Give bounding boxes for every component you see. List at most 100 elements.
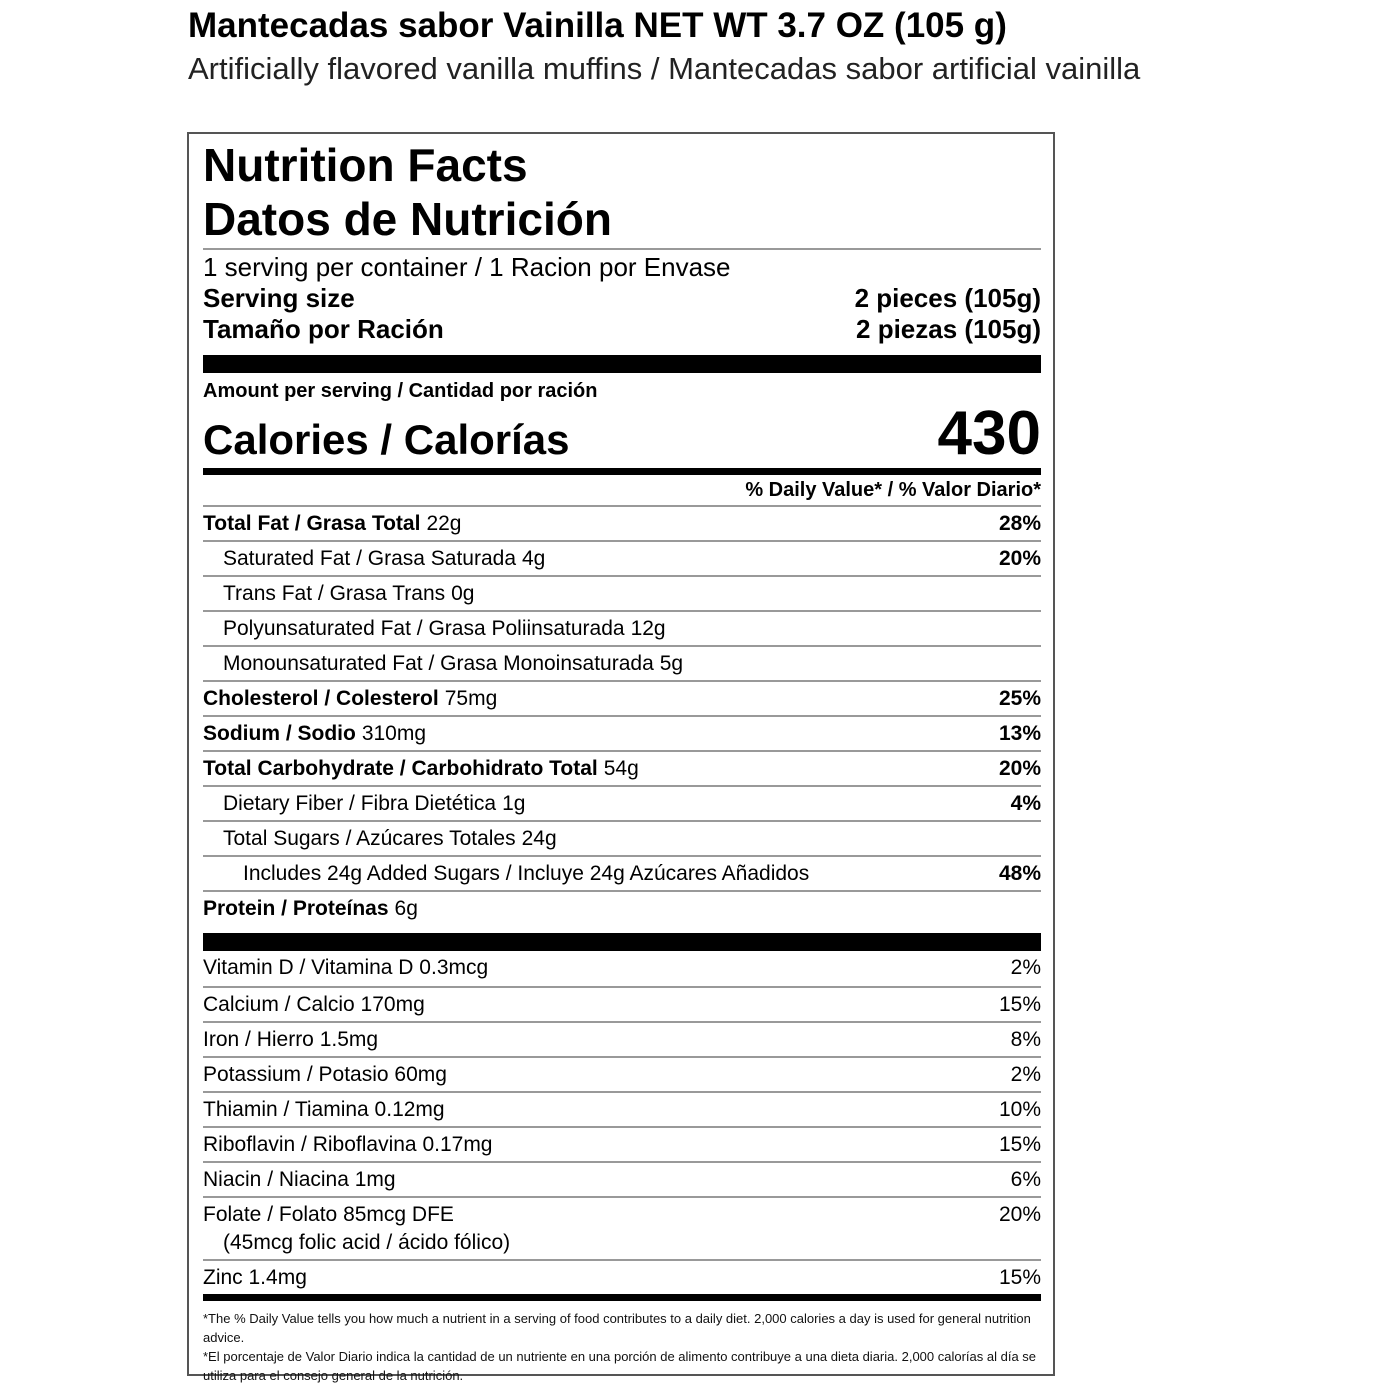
nutrient-label: Dietary Fiber / Fibra Dietética 1g — [223, 792, 525, 816]
vitamin-daily-value: 6% — [1010, 1168, 1041, 1191]
vitamin-name: Zinc 1.4mg — [203, 1266, 307, 1289]
nutrient-row: Protein / Proteínas 6g — [203, 890, 1041, 925]
vitamin-label: Niacin / Niacina 1mg — [203, 1168, 396, 1192]
nutrient-daily-value: 25% — [998, 686, 1041, 710]
nutrient-row: Sodium / Sodio 310mg 13% — [203, 715, 1041, 750]
nutrient-row: Saturated Fat / Grasa Saturada 4g 20% — [203, 540, 1041, 575]
vitamin-daily-value: 15% — [998, 1133, 1041, 1156]
nutrient-row: Cholesterol / Colesterol 75mg 25% — [203, 680, 1041, 715]
vitamin-row: Vitamin D / Vitamina D 0.3mcg 2% — [203, 951, 1041, 986]
nutrient-name: Dietary Fiber / Fibra Dietética — [223, 791, 497, 815]
vitamin-name: Riboflavin / Riboflavina 0.17mg — [203, 1133, 493, 1156]
vitamin-row: Niacin / Niacina 1mg 6% — [203, 1161, 1041, 1196]
nutrient-label: Total Sugars / Azúcares Totales 24g — [223, 827, 557, 851]
vitamin-label: Zinc 1.4mg — [203, 1266, 307, 1290]
vitamin-label: Folate / Folato 85mcg DFE (45mcg folic ac… — [203, 1203, 510, 1259]
nutrient-name: Total Fat / Grasa Total — [203, 511, 421, 535]
nutrient-name: Cholesterol / Colesterol — [203, 686, 439, 710]
vitamin-row: Folate / Folato 85mcg DFE (45mcg folic ac… — [203, 1196, 1041, 1259]
nutrient-name: Includes 24g Added Sugars / Incluye 24g … — [243, 861, 810, 885]
nutrient-daily-value: 4% — [1010, 791, 1041, 815]
nutrient-row: Monounsaturated Fat / Grasa Monoinsatura… — [203, 645, 1041, 680]
vitamin-row: Calcium / Calcio 170mg 15% — [203, 986, 1041, 1021]
nutrient-label: Saturated Fat / Grasa Saturada 4g — [223, 547, 545, 571]
vitamin-label: Riboflavin / Riboflavina 0.17mg — [203, 1133, 493, 1157]
nutrient-name: Saturated Fat / Grasa Saturada — [223, 546, 516, 570]
product-subtitle: Artificially flavored vanilla muffins / … — [188, 51, 1141, 86]
nutrient-label: Total Fat / Grasa Total 22g — [203, 512, 461, 536]
vitamin-label: Iron / Hierro 1.5mg — [203, 1028, 378, 1052]
nutrient-row: Total Carbohydrate / Carbohidrato Total 5… — [203, 750, 1041, 785]
vitamin-daily-value: 2% — [1010, 956, 1041, 979]
vitamin-label: Calcium / Calcio 170mg — [203, 993, 425, 1017]
nutrient-row: Dietary Fiber / Fibra Dietética 1g 4% — [203, 785, 1041, 820]
nutrient-label: Protein / Proteínas 6g — [203, 897, 418, 921]
vitamin-name: Vitamin D / Vitamina D 0.3mcg — [203, 956, 489, 979]
medium-divider — [203, 468, 1041, 475]
nutrient-amount: 1g — [502, 791, 526, 815]
serving-size-label: Serving size — [203, 283, 355, 313]
nutrient-daily-value: 20% — [998, 546, 1041, 570]
vitamin-daily-value: 15% — [998, 1266, 1041, 1289]
divider — [203, 248, 1041, 250]
serving-size-value: 2 pieces (105g) — [854, 283, 1041, 313]
nutrient-daily-value: 20% — [998, 756, 1041, 780]
vitamin-label: Potassium / Potasio 60mg — [203, 1063, 447, 1087]
nutrition-facts-panel: Nutrition Facts Datos de Nutrición 1 ser… — [187, 132, 1055, 1383]
nutrient-label: Cholesterol / Colesterol 75mg — [203, 687, 497, 711]
title-en: Nutrition Facts — [203, 139, 528, 191]
nutrient-daily-value: 28% — [998, 511, 1041, 535]
nutrient-daily-value: 13% — [998, 721, 1041, 745]
nutrient-list: Total Fat / Grasa Total 22g 28% Saturated F… — [203, 505, 1041, 925]
serving-size-row: Serving size 2 pieces (105g) — [203, 283, 1041, 314]
serving-size-label-es: Tamaño por Ración — [203, 314, 444, 344]
nutrient-row: Includes 24g Added Sugars / Incluye 24g … — [203, 855, 1041, 890]
vitamin-row: Iron / Hierro 1.5mg 8% — [203, 1021, 1041, 1056]
medium-divider — [203, 1294, 1041, 1301]
nutrient-name: Sodium / Sodio — [203, 721, 356, 745]
nutrient-name: Protein / Proteínas — [203, 896, 389, 920]
nutrient-label: Polyunsaturated Fat / Grasa Poliinsatura… — [223, 617, 666, 641]
servings-text: 1 serving per container / 1 Racion por E… — [203, 252, 731, 282]
vitamin-label: Vitamin D / Vitamina D 0.3mcg — [203, 956, 488, 980]
serving-size-row-es: Tamaño por Ración 2 piezas (105g) — [203, 314, 1041, 345]
vitamin-name: Potassium / Potasio 60mg — [203, 1063, 447, 1086]
serving-size-value-es: 2 piezas (105g) — [856, 314, 1041, 344]
nutrient-amount: 5g — [659, 651, 684, 675]
nutrient-label: Trans Fat / Grasa Trans 0g — [223, 582, 474, 606]
vitamin-list: Vitamin D / Vitamina D 0.3mcg 2% Calcium /… — [203, 951, 1041, 1294]
nutrient-name: Total Sugars / Azúcares Totales — [223, 826, 516, 850]
nutrient-row: Total Sugars / Azúcares Totales 24g — [203, 820, 1041, 855]
product-title: Mantecadas sabor Vainilla NET WT 3.7 OZ … — [188, 6, 1007, 45]
nutrient-row: Total Fat / Grasa Total 22g 28% — [203, 505, 1041, 540]
vitamin-daily-value: 2% — [1010, 1063, 1041, 1086]
nutrient-amount: 24g — [521, 826, 557, 850]
nutrient-name: Trans Fat / Grasa Trans — [223, 581, 446, 605]
vitamin-row: Zinc 1.4mg 15% — [203, 1259, 1041, 1294]
daily-value-header: % Daily Value* / % Valor Diario* — [745, 479, 1041, 501]
calories-value: 430 — [937, 399, 1041, 468]
vitamin-daily-value: 10% — [998, 1098, 1041, 1121]
nutrient-row: Trans Fat / Grasa Trans 0g — [203, 575, 1041, 610]
vitamin-daily-value: 20% — [998, 1203, 1041, 1226]
footnote-es: *El porcentaje de Valor Diario indica la… — [203, 1349, 1037, 1383]
nutrient-name: Polyunsaturated Fat / Grasa Poliinsatura… — [223, 616, 625, 640]
vitamin-name: Niacin / Niacina 1mg — [203, 1168, 396, 1191]
vitamin-row: Thiamin / Tiamina 0.12mg 10% — [203, 1091, 1041, 1126]
nutrient-amount: 54g — [603, 756, 639, 780]
title-es: Datos de Nutrición — [203, 193, 612, 245]
nutrient-label: Sodium / Sodio 310mg — [203, 722, 426, 746]
amount-per-serving: Amount per serving / Cantidad por ración — [203, 380, 598, 402]
nutrient-amount: 0g — [451, 581, 475, 605]
nutrient-name: Total Carbohydrate / Carbohidrato Total — [203, 756, 598, 780]
nutrient-amount: 12g — [630, 616, 666, 640]
nutrient-label: Total Carbohydrate / Carbohidrato Total 5… — [203, 757, 639, 781]
nutrient-label: Includes 24g Added Sugars / Incluye 24g … — [243, 862, 815, 886]
nutrient-row: Polyunsaturated Fat / Grasa Poliinsatura… — [203, 610, 1041, 645]
vitamin-row: Riboflavin / Riboflavina 0.17mg 15% — [203, 1126, 1041, 1161]
calories-label: Calories / Calorías — [203, 416, 570, 463]
thick-divider — [203, 933, 1041, 951]
footnote-en: *The % Daily Value tells you how much a … — [203, 1311, 1031, 1345]
vitamin-daily-value: 8% — [1010, 1028, 1041, 1051]
nutrient-name: Monounsaturated Fat / Grasa Monoinsatura… — [223, 651, 654, 675]
